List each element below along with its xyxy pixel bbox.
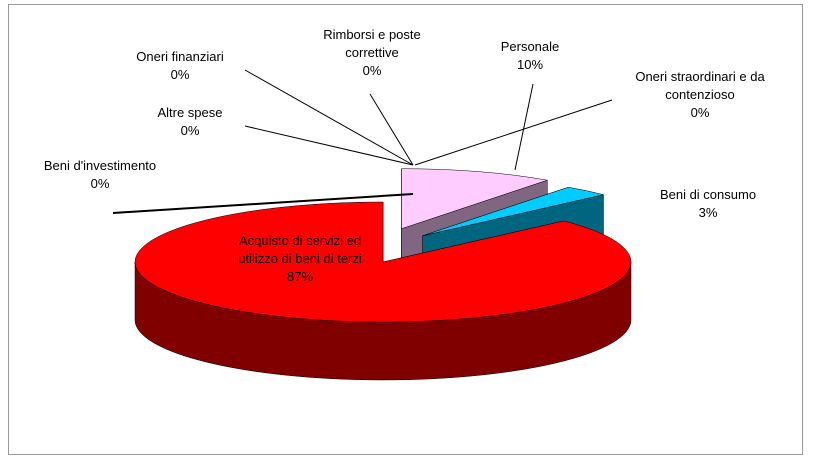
value-label: 3% xyxy=(698,205,718,220)
data-label: Oneri finanziari 0% xyxy=(115,48,245,84)
leader-line xyxy=(244,125,414,166)
value-label: 87% xyxy=(286,269,314,284)
category-label: Beni di consumo xyxy=(659,187,757,202)
slice xyxy=(134,201,632,323)
leader-line xyxy=(244,69,414,166)
leader-line xyxy=(112,193,414,214)
data-label: Beni di consumo 3% xyxy=(648,186,768,222)
value-label: 0% xyxy=(362,63,382,78)
data-label: Acquisto di servizi ed utilizzo di beni … xyxy=(225,232,375,286)
slice xyxy=(401,168,548,230)
category-label: Acquisto di servizi ed utilizzo di beni … xyxy=(238,233,362,266)
category-label: Beni d'investimento xyxy=(43,158,157,173)
value-label: 0% xyxy=(180,123,200,138)
leader-line xyxy=(369,93,414,166)
slice xyxy=(422,186,604,236)
category-label: Rimborsi e poste correttive xyxy=(323,27,421,60)
data-label: Personale 10% xyxy=(470,38,590,74)
category-label: Personale xyxy=(500,39,560,54)
value-label: 10% xyxy=(516,57,544,72)
data-label: Rimborsi e poste correttive 0% xyxy=(297,26,447,80)
leader-line xyxy=(514,83,534,171)
value-label: 0% xyxy=(170,67,190,82)
leader-line xyxy=(414,99,613,166)
value-label: 0% xyxy=(690,105,710,120)
data-label: Beni d'investimento 0% xyxy=(25,157,175,193)
category-label: Oneri finanziari xyxy=(136,49,224,64)
category-label: Oneri straordinari e da contenzioso xyxy=(635,69,765,102)
chart-frame xyxy=(8,4,803,455)
data-label: Oneri straordinari e da contenzioso 0% xyxy=(615,68,785,122)
value-label: 0% xyxy=(90,176,110,191)
data-label: Altre spese 0% xyxy=(135,104,245,140)
category-label: Altre spese xyxy=(157,105,223,120)
